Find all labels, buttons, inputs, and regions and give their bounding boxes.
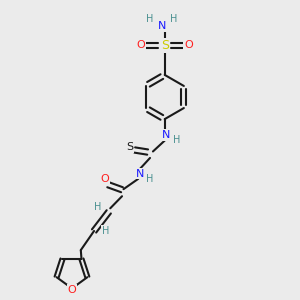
Text: N: N: [158, 21, 166, 31]
Text: S: S: [126, 142, 134, 152]
Text: H: H: [94, 202, 101, 212]
Text: H: H: [146, 14, 154, 24]
Text: H: H: [173, 135, 181, 145]
Text: O: O: [100, 174, 109, 184]
Text: O: O: [68, 285, 76, 295]
Text: H: H: [102, 226, 109, 236]
Text: O: O: [137, 40, 146, 50]
Text: O: O: [184, 40, 193, 50]
Text: S: S: [161, 39, 169, 52]
Text: H: H: [146, 174, 154, 184]
Text: H: H: [170, 14, 177, 24]
Text: N: N: [136, 169, 144, 178]
Text: N: N: [162, 130, 170, 140]
